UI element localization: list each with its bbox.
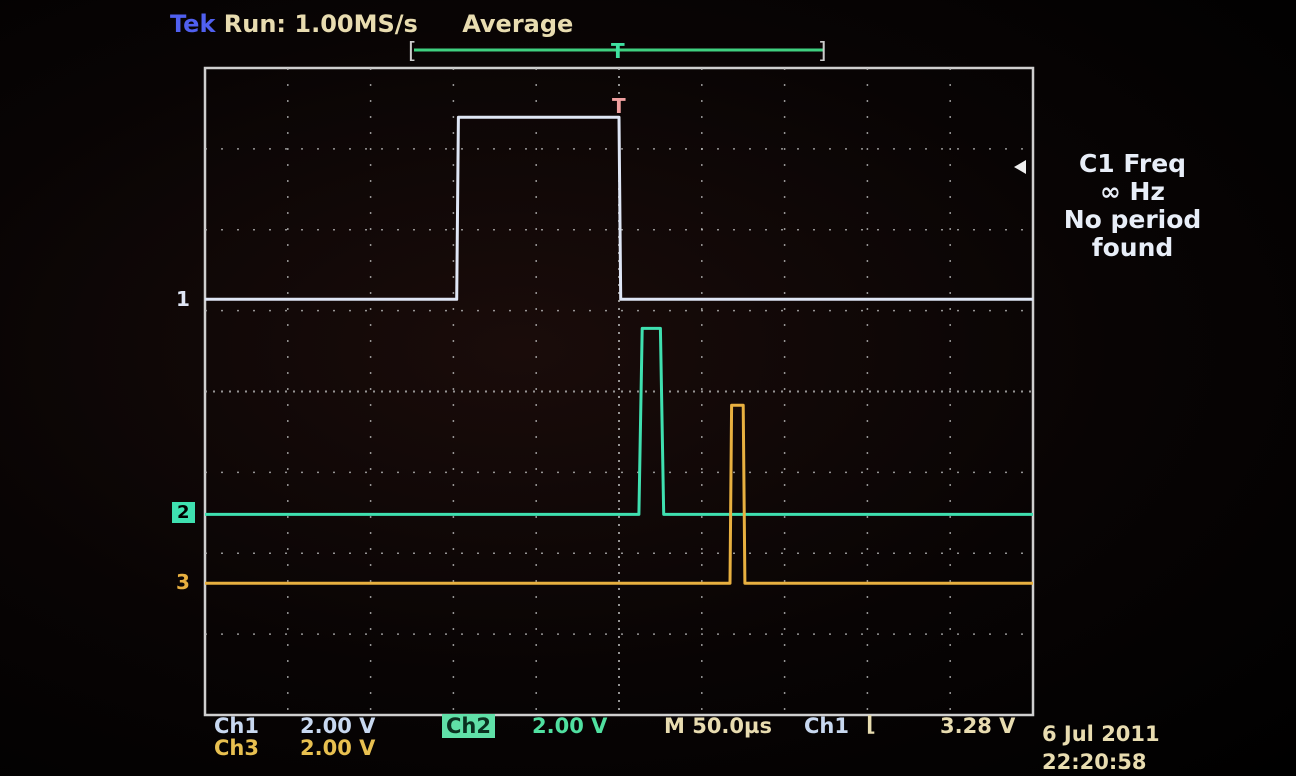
record-view-bar: [ ] T: [408, 39, 827, 64]
trace-ch2: [205, 326, 1033, 516]
measurement-readout: C1 Freq ∞ Hz No period found: [1040, 150, 1225, 262]
header-bar: Tek Run: 1.00MS/s Average: [170, 10, 573, 38]
ch3-scale: 2.00 V: [300, 736, 376, 760]
trace-ch3: [205, 403, 1033, 585]
ch1-marker[interactable]: 1: [176, 287, 190, 311]
trigger-source: Ch1: [804, 714, 849, 738]
ch1-scale: 2.00 V: [300, 714, 376, 738]
ch2-marker[interactable]: 2: [172, 502, 195, 523]
trigger-level: 3.28 V: [940, 714, 1016, 738]
measurement-status-line2: found: [1091, 233, 1174, 262]
time: 22:20:58: [1042, 750, 1147, 774]
svg-text:[: [: [408, 39, 417, 64]
graticule: [203, 66, 1035, 717]
measurement-value: ∞ Hz: [1099, 177, 1165, 206]
ch2-label: Ch2: [442, 714, 495, 738]
trigger-marker: T: [612, 94, 626, 118]
svg-text:]: ]: [818, 39, 827, 64]
ch3-marker[interactable]: 3: [176, 570, 190, 594]
trace-ch1: [205, 115, 1033, 301]
brand-logo: Tek: [170, 10, 216, 38]
timebase: M 50.0µs: [664, 714, 772, 738]
date: 6 Jul 2011: [1042, 722, 1160, 746]
svg-text:T: T: [611, 39, 625, 63]
ch3-label: Ch3: [214, 736, 259, 760]
measurement-status-line1: No period: [1063, 205, 1202, 234]
measurement-title: C1 Freq: [1078, 149, 1187, 178]
ch2-scale: 2.00 V: [532, 714, 608, 738]
measurement-pointer-icon: [1014, 160, 1026, 174]
ch1-label: Ch1: [214, 714, 259, 738]
waveform-traces: [205, 115, 1033, 585]
run-status: Run: 1.00MS/s: [223, 10, 418, 38]
acquisition-mode: Average: [462, 10, 574, 38]
trigger-slope-icon: ⌊: [866, 712, 876, 736]
